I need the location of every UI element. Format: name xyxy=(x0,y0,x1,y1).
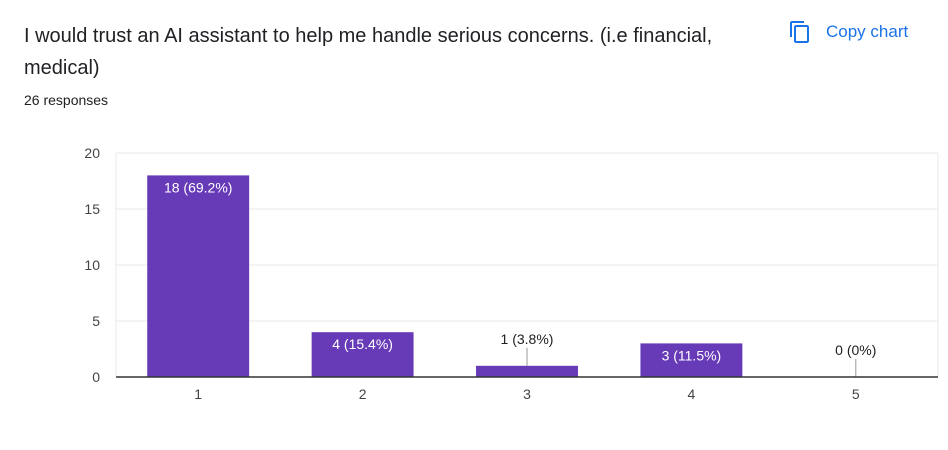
x-tick-label: 5 xyxy=(852,386,860,402)
data-label: 0 (0%) xyxy=(835,342,876,358)
y-tick-label: 0 xyxy=(92,369,100,385)
y-tick-label: 10 xyxy=(84,257,100,273)
bar-chart: 0 5 10 15 20 18 (69.2%) 1 4 (15.4%) 2 1 (3.8%) 3 3 … xyxy=(84,145,939,402)
bar xyxy=(147,175,250,377)
copy-icon xyxy=(788,20,812,44)
data-label: 1 (3.8%) xyxy=(501,331,554,347)
bar xyxy=(476,365,578,377)
data-label: 18 (69.2%) xyxy=(164,179,232,195)
y-tick-label: 20 xyxy=(84,145,100,161)
bar xyxy=(640,343,743,377)
y-tick-label: 5 xyxy=(92,313,100,329)
copy-chart-label: Copy chart xyxy=(826,22,909,41)
x-tick-label: 4 xyxy=(688,386,696,402)
x-tick-label: 1 xyxy=(194,386,202,402)
response-count: 26 responses xyxy=(24,92,109,108)
x-tick-label: 2 xyxy=(359,386,367,402)
copy-chart-button[interactable]: Copy chart xyxy=(780,14,916,50)
data-label: 4 (15.4%) xyxy=(332,336,393,352)
y-tick-label: 15 xyxy=(84,201,100,217)
x-tick-label: 3 xyxy=(523,386,531,402)
question-title: I would trust an AI assistant to help me… xyxy=(24,25,713,79)
data-label: 3 (11.5%) xyxy=(662,347,722,363)
bar xyxy=(311,332,414,377)
